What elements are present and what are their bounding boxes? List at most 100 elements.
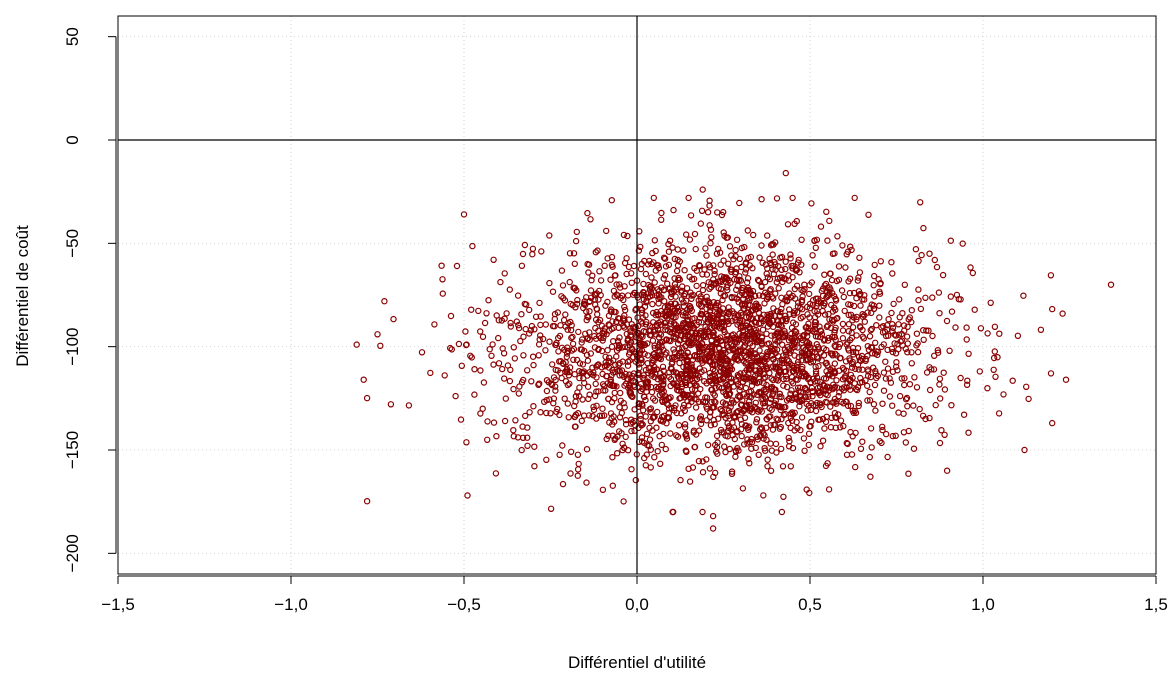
data-point bbox=[764, 456, 771, 463]
data-point bbox=[714, 450, 721, 457]
data-point bbox=[675, 422, 683, 429]
data-point bbox=[871, 261, 878, 269]
data-point bbox=[721, 232, 728, 240]
data-point bbox=[866, 397, 874, 404]
data-point bbox=[563, 353, 571, 361]
data-point bbox=[823, 208, 830, 215]
data-point bbox=[501, 417, 509, 425]
data-point bbox=[441, 372, 448, 379]
data-point bbox=[707, 422, 715, 429]
data-point bbox=[530, 361, 537, 369]
data-point bbox=[895, 409, 902, 416]
data-point bbox=[477, 367, 484, 374]
data-point bbox=[681, 352, 688, 359]
data-point bbox=[857, 445, 865, 452]
data-point bbox=[622, 421, 630, 428]
data-point bbox=[725, 260, 732, 267]
data-point bbox=[665, 261, 673, 269]
data-point bbox=[770, 363, 777, 370]
data-point bbox=[729, 432, 736, 439]
data-point bbox=[637, 332, 645, 339]
data-point bbox=[943, 467, 951, 474]
data-point bbox=[467, 352, 474, 359]
data-point bbox=[680, 299, 687, 306]
data-point bbox=[608, 343, 616, 350]
data-point bbox=[596, 412, 604, 419]
data-point bbox=[668, 290, 676, 298]
data-point bbox=[714, 439, 721, 446]
data-point bbox=[745, 309, 752, 316]
data-point bbox=[840, 422, 847, 430]
data-point bbox=[739, 485, 747, 492]
data-point bbox=[799, 396, 806, 403]
data-point bbox=[656, 330, 663, 337]
data-point bbox=[1047, 272, 1055, 279]
data-point bbox=[741, 302, 748, 309]
data-point bbox=[483, 310, 490, 317]
data-point bbox=[807, 356, 814, 363]
data-point bbox=[680, 363, 687, 371]
data-point bbox=[646, 406, 653, 413]
data-point bbox=[710, 376, 718, 383]
data-point bbox=[866, 388, 873, 396]
data-point bbox=[835, 392, 842, 400]
data-point bbox=[697, 311, 704, 318]
data-point bbox=[794, 376, 801, 383]
data-point bbox=[782, 169, 790, 177]
data-point bbox=[808, 200, 815, 207]
data-point bbox=[813, 341, 821, 348]
data-point bbox=[673, 380, 680, 387]
data-point bbox=[876, 314, 883, 321]
data-point bbox=[601, 330, 608, 337]
data-point bbox=[704, 208, 712, 216]
data-point bbox=[836, 355, 844, 362]
data-point bbox=[935, 289, 943, 296]
data-point bbox=[377, 342, 384, 349]
data-point bbox=[651, 454, 658, 461]
data-point bbox=[832, 297, 840, 304]
plot-frame bbox=[117, 15, 1157, 575]
data-point bbox=[855, 402, 862, 410]
data-point bbox=[699, 271, 706, 278]
data-point bbox=[683, 358, 690, 365]
data-point bbox=[723, 275, 731, 282]
data-point bbox=[522, 412, 529, 420]
data-point bbox=[745, 371, 752, 378]
data-point bbox=[748, 439, 756, 446]
data-point bbox=[581, 300, 588, 308]
data-point bbox=[686, 381, 694, 389]
data-point bbox=[766, 275, 774, 283]
data-point bbox=[965, 350, 972, 357]
data-point bbox=[990, 354, 998, 362]
data-point bbox=[747, 253, 755, 261]
data-point bbox=[756, 292, 763, 299]
data-point bbox=[726, 347, 733, 354]
data-point bbox=[770, 270, 778, 278]
y-axis-title: Différentiel de coût bbox=[13, 225, 32, 367]
data-point bbox=[697, 413, 705, 420]
data-point bbox=[619, 344, 626, 351]
data-point bbox=[724, 281, 731, 289]
data-point bbox=[510, 344, 517, 351]
data-point bbox=[642, 270, 650, 278]
data-point bbox=[654, 448, 661, 455]
data-point bbox=[736, 276, 743, 283]
data-point bbox=[597, 277, 605, 284]
data-point bbox=[872, 339, 879, 346]
data-point bbox=[609, 482, 617, 489]
data-point bbox=[904, 340, 912, 347]
data-point bbox=[831, 409, 839, 417]
data-point bbox=[926, 250, 933, 257]
data-point bbox=[552, 366, 559, 374]
data-point bbox=[692, 386, 699, 393]
data-point bbox=[471, 391, 478, 398]
data-point bbox=[959, 240, 966, 247]
data-point bbox=[567, 448, 575, 455]
data-point bbox=[827, 403, 834, 410]
data-point bbox=[648, 260, 655, 268]
data-point bbox=[584, 260, 591, 268]
data-point bbox=[584, 383, 592, 390]
data-point bbox=[700, 367, 708, 374]
data-point bbox=[501, 375, 508, 382]
data-point bbox=[778, 253, 786, 261]
